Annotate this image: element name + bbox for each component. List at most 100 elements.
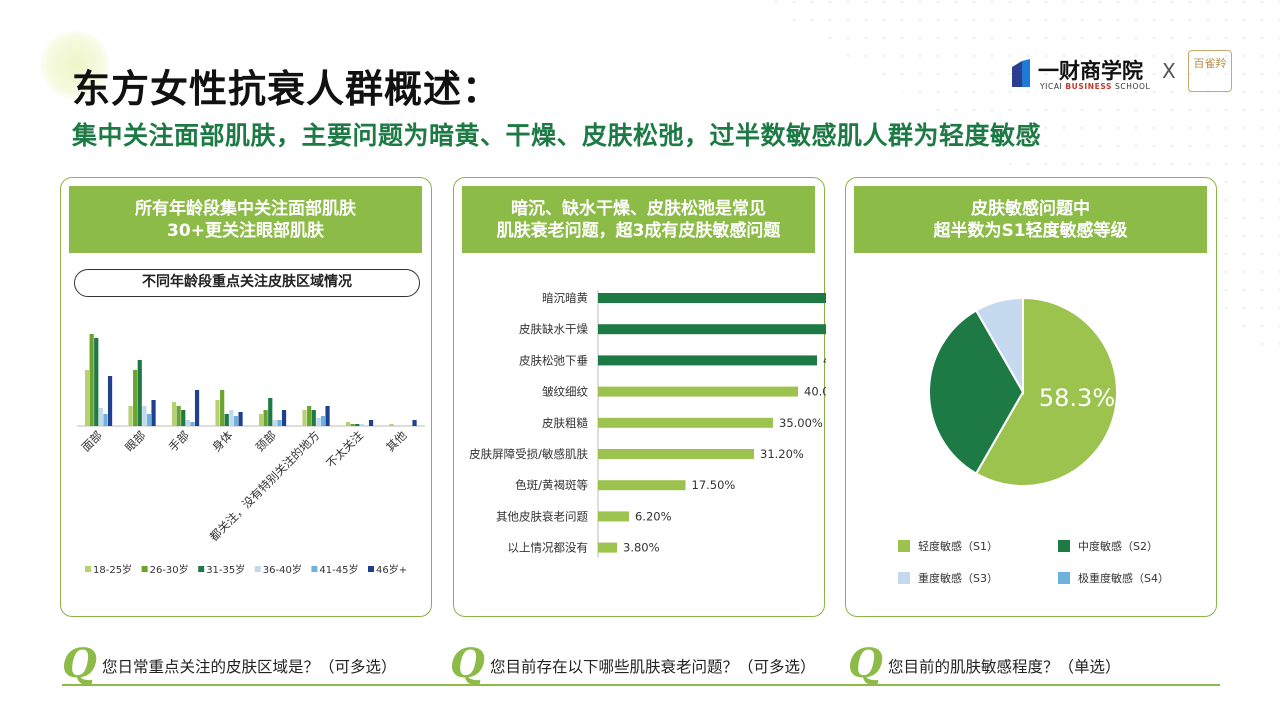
pie-slice — [974, 296, 1024, 396]
legend-label: 36-40岁 — [263, 563, 302, 576]
panel-skin-areas: 所有年龄段集中关注面部肌肤 30+更关注眼部肌肤 不同年龄段重点关注皮肤区域情况… — [60, 177, 432, 617]
bar — [238, 412, 243, 426]
legend-swatch — [311, 566, 318, 572]
legend-swatch — [898, 572, 910, 584]
bar — [598, 480, 686, 491]
brand-name-cn: 一财商学院 — [1038, 59, 1143, 83]
pie-slice — [974, 296, 1118, 487]
x-tick-label: 手部 — [166, 428, 192, 454]
bar — [598, 293, 826, 303]
data-label: 35.00% — [779, 416, 823, 430]
bar — [268, 398, 273, 426]
bar — [215, 400, 220, 426]
bar — [94, 338, 99, 426]
bar — [355, 424, 360, 426]
legend-label: 极重度敏感（S4） — [1078, 571, 1169, 585]
bar — [350, 424, 355, 426]
bar — [181, 410, 186, 426]
y-tick-label: 其他皮肤衰老问题 — [496, 509, 588, 523]
legend-label: 重度敏感（S3） — [918, 571, 998, 585]
bar — [598, 417, 773, 428]
page-subtitle: 集中关注面部肌肤，主要问题为暗黄、干燥、皮肤松弛，过半数敏感肌人群为轻度敏感 — [72, 121, 1042, 150]
panel-sensitivity: 皮肤敏感问题中 超半数为S1轻度敏感等级 58.3% 轻度敏感（S1） 中度敏感（S… — [845, 177, 1217, 617]
y-tick-label: 暗沉暗黄 — [542, 291, 588, 305]
bar — [185, 420, 190, 426]
bar — [194, 390, 200, 426]
bar — [325, 406, 330, 426]
brand-name-en: YICAI BUSINESS SCHOOL — [1040, 82, 1151, 91]
x-tick-label: 其他 — [383, 428, 410, 455]
bar — [84, 370, 90, 426]
partner-logo: 百雀羚 — [1188, 50, 1232, 92]
chart-title-pill: 不同年龄段重点关注皮肤区域情况 — [74, 269, 420, 297]
bar — [277, 420, 282, 426]
bar — [598, 511, 629, 522]
legend-label: 26-30岁 — [150, 563, 189, 576]
pie-chart: 58.3% 轻度敏感（S1） 中度敏感（S2） 重度敏感（S3） 极重度敏感（S4） — [898, 296, 1169, 585]
bar — [103, 414, 108, 426]
panel-heading: 皮肤敏感问题中 超半数为S1轻度敏感等级 — [854, 186, 1207, 253]
horizontal-bar-chart: 暗沉暗黄61.20%皮肤缺水干燥55.00%皮肤松弛下垂43.80%皱纹细纹40… — [469, 290, 826, 558]
bar — [137, 360, 142, 426]
x-tick-label: 颈部 — [253, 428, 279, 454]
bar — [190, 422, 195, 426]
legend-label: 中度敏感（S2） — [1078, 539, 1158, 553]
data-label: 6.20% — [635, 509, 672, 523]
collab-separator: X — [1162, 59, 1176, 83]
legend-label: 46岁+ — [376, 563, 407, 576]
bar — [98, 408, 103, 426]
legend-swatch — [1058, 572, 1070, 584]
x-tick-label: 不太关注 — [323, 428, 366, 471]
bar — [412, 420, 417, 426]
footer-divider — [62, 684, 1220, 686]
y-tick-label: 皮肤缺水干燥 — [519, 322, 588, 336]
bar — [89, 334, 94, 426]
q-icon: Q — [62, 640, 97, 687]
page-title: 东方女性抗衰人群概述： — [72, 67, 502, 111]
data-label: 3.80% — [623, 541, 660, 555]
data-label: 43.80% — [823, 353, 826, 367]
legend-label: 31-35岁 — [206, 563, 245, 576]
y-tick-label: 色斑/黄褐斑等 — [515, 478, 588, 492]
bar — [220, 390, 225, 426]
bar — [128, 406, 133, 426]
bar — [151, 400, 156, 426]
y-tick-label: 皮肤松弛下垂 — [519, 353, 588, 367]
bar — [176, 406, 181, 426]
bar — [307, 406, 312, 426]
bar — [281, 410, 287, 426]
bar — [316, 418, 321, 426]
panel-heading: 所有年龄段集中关注面部肌肤 30+更关注眼部肌肤 — [69, 186, 422, 253]
bar — [598, 355, 817, 366]
legend-swatch — [198, 566, 205, 572]
bar — [311, 410, 316, 426]
legend-label: 41-45岁 — [319, 563, 358, 576]
brand-logo: 一财商学院 YICAI BUSINESS SCHOOL X 百雀羚 — [1010, 50, 1250, 95]
bar — [368, 420, 374, 426]
bar — [229, 410, 234, 426]
pie-data-label: 58.3% — [1039, 384, 1115, 412]
yicai-logo-mark — [1012, 59, 1030, 87]
legend-swatch — [141, 566, 148, 572]
bar — [598, 324, 826, 335]
y-tick-label: 以上情况都没有 — [508, 541, 589, 555]
legend-label: 轻度敏感（S1） — [918, 539, 998, 553]
question-text: 您日常重点关注的皮肤区域是？（可多选） — [102, 658, 397, 676]
legend-swatch — [898, 540, 910, 552]
bar — [142, 406, 147, 426]
legend-swatch — [85, 566, 91, 572]
y-tick-label: 皮肤屏障受损/敏感肌肤 — [469, 447, 588, 461]
bar — [272, 420, 277, 426]
x-tick-label: 身体 — [209, 428, 236, 455]
legend-label: 18-25岁 — [93, 563, 132, 576]
bar — [302, 410, 307, 426]
x-tick-label: 面部 — [79, 428, 105, 454]
q-icon: Q — [450, 640, 485, 687]
legend-swatch — [368, 566, 374, 572]
bar — [107, 376, 113, 426]
legend-swatch — [1058, 540, 1070, 552]
data-label: 31.20% — [760, 447, 804, 461]
panel-heading: 暗沉、缺水干燥、皮肤松弛是常见 肌肤衰老问题，超3成有皮肤敏感问题 — [462, 186, 815, 253]
x-tick-label: 眼部 — [122, 428, 148, 454]
